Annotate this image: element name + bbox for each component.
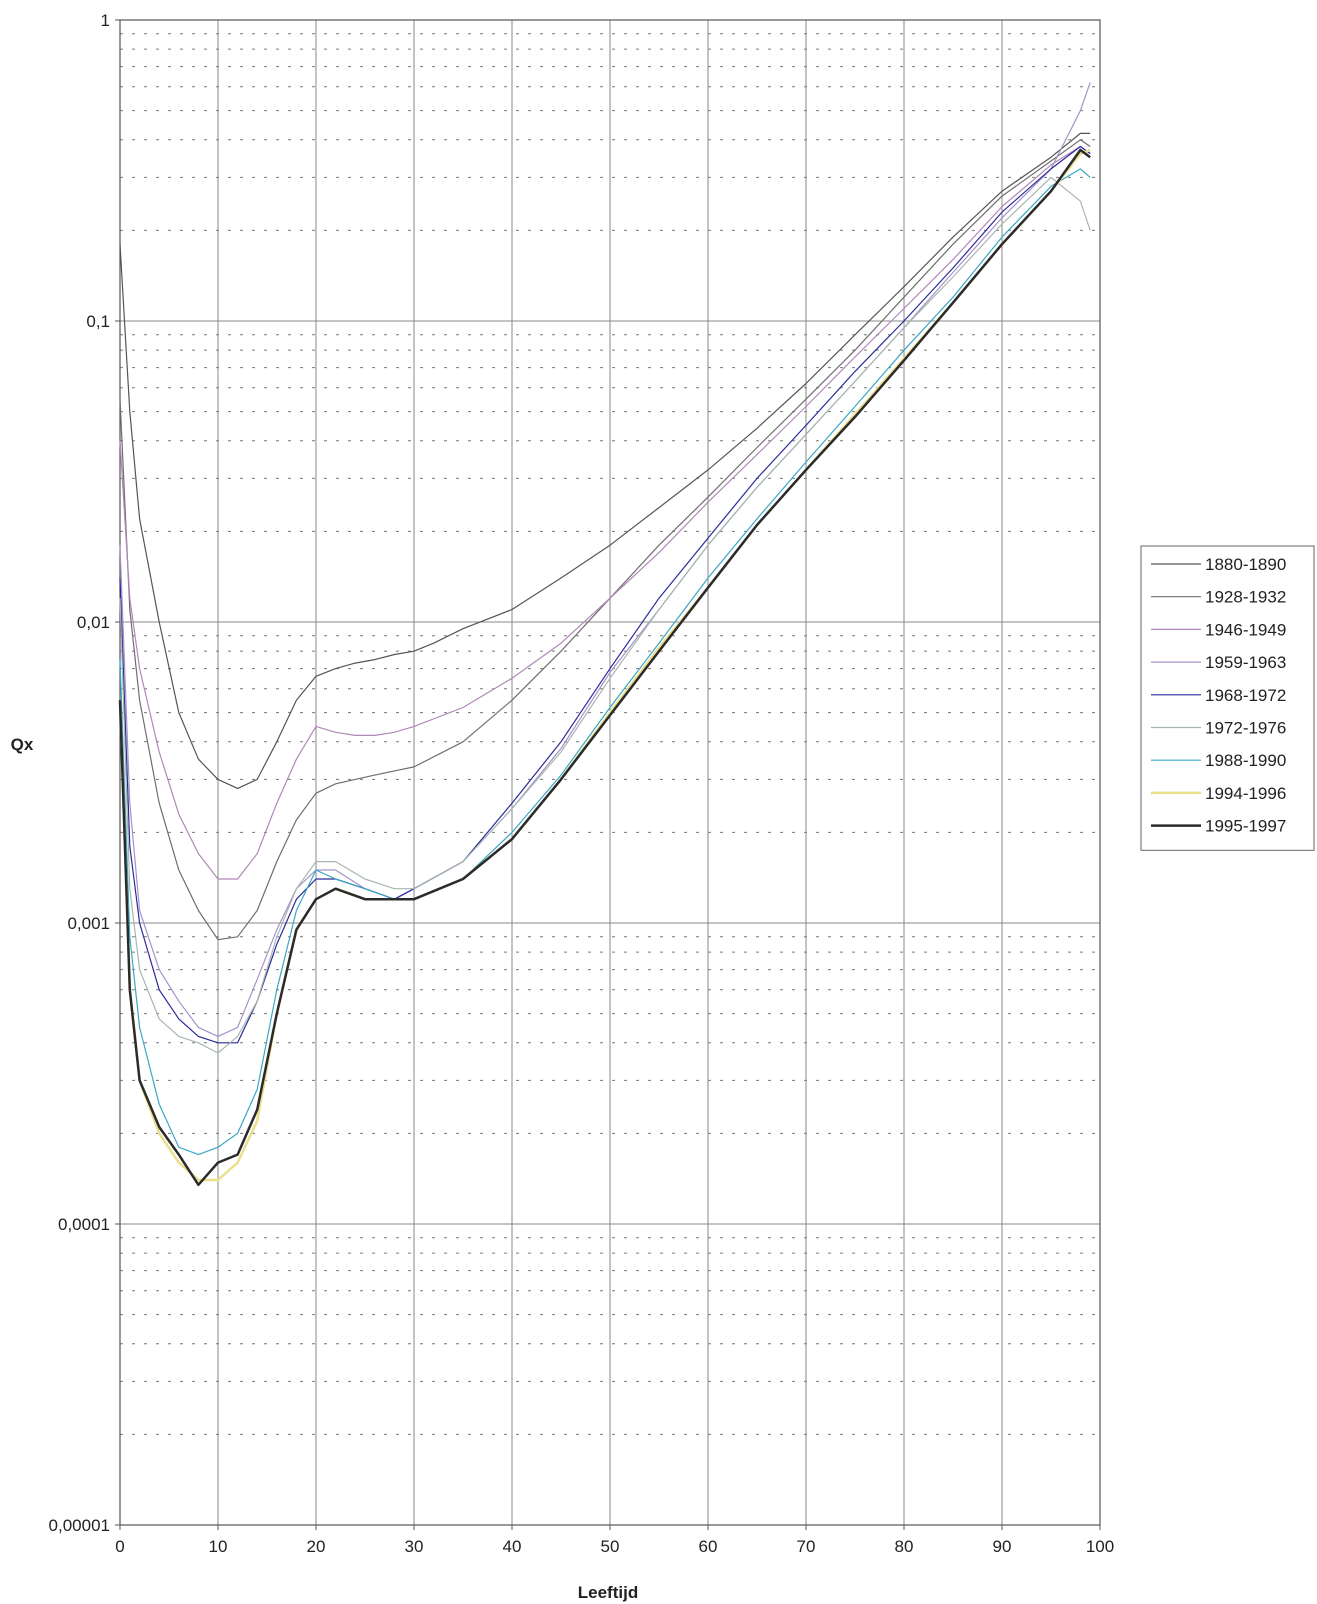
series-layer xyxy=(118,82,1091,1187)
legend-label: 1994-1996 xyxy=(1205,784,1286,803)
x-tick-label: 80 xyxy=(895,1537,914,1556)
y-tick-label: 0,0001 xyxy=(58,1215,110,1234)
legend-label: 1968-1972 xyxy=(1205,686,1286,705)
legend-label: 1988-1990 xyxy=(1205,751,1286,770)
series-line-1928-1932 xyxy=(119,139,1091,941)
y-tick-label: 0,1 xyxy=(86,312,110,331)
minor-grid xyxy=(120,33,1100,1435)
legend-label: 1928-1932 xyxy=(1205,588,1286,607)
x-tick-label: 0 xyxy=(115,1537,124,1556)
x-tick-label: 90 xyxy=(993,1537,1012,1556)
legend-label: 1995-1997 xyxy=(1205,817,1286,836)
y-axis-title: Qx xyxy=(11,735,34,754)
y-axis: 0,00001 0,0001 0,001 0,01 0,1 1 xyxy=(49,11,120,1535)
legend-label: 1959-1963 xyxy=(1205,653,1286,672)
x-tick-label: 10 xyxy=(209,1537,228,1556)
legend-label: 1946-1949 xyxy=(1205,620,1286,639)
series-line-1988-1990 xyxy=(119,168,1091,1156)
x-tick-label: 100 xyxy=(1086,1537,1114,1556)
series-line-1880-1890 xyxy=(119,132,1091,790)
legend-label: 1880-1890 xyxy=(1205,555,1286,574)
y-tick-label: 1 xyxy=(101,11,110,30)
series-line-1995-1997 xyxy=(118,148,1091,1187)
series-line-1959-1963 xyxy=(119,82,1091,1038)
series-line-1972-1976 xyxy=(119,176,1091,1054)
x-axis: 0 10 20 30 40 50 60 70 80 90 100 xyxy=(115,1525,1114,1556)
series-line-1994-1996 xyxy=(118,148,1091,1182)
x-tick-label: 40 xyxy=(503,1537,522,1556)
x-tick-label: 50 xyxy=(601,1537,620,1556)
x-tick-label: 30 xyxy=(405,1537,424,1556)
legend: 1880-1890 1928-1932 1946-1949 1959-1963 1968… xyxy=(1140,545,1315,851)
x-tick-label: 70 xyxy=(797,1537,816,1556)
y-tick-label: 0,001 xyxy=(67,914,110,933)
legend-label: 1972-1976 xyxy=(1205,719,1286,738)
series-line-1946-1949 xyxy=(119,145,1091,880)
major-grid xyxy=(119,19,1101,1526)
x-axis-title: Leeftijd xyxy=(578,1583,638,1602)
y-tick-label: 0,00001 xyxy=(49,1516,110,1535)
x-tick-label: 60 xyxy=(699,1537,718,1556)
x-tick-label: 20 xyxy=(307,1537,326,1556)
y-tick-label: 0,01 xyxy=(77,613,110,632)
